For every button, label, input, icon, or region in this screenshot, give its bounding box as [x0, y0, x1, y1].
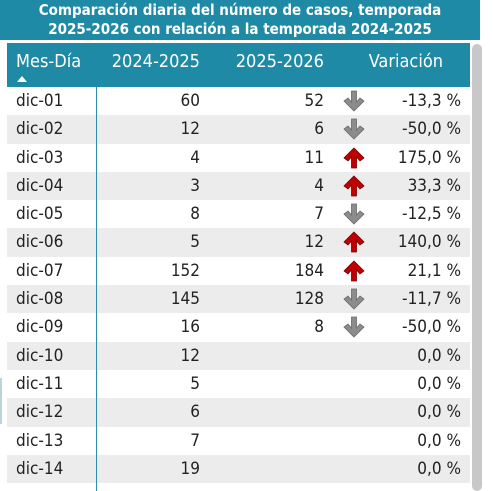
- cell-date: dic-03: [16, 147, 64, 168]
- table-body: dic-01 60 52 -13,3 % dic-02 12 6 -50,0 % dic-03 4…: [7, 87, 470, 484]
- cell-2025-2026: 128: [294, 289, 324, 310]
- cell-2024-2025: 3: [190, 175, 200, 196]
- scrollbar-thumb[interactable]: [472, 44, 482, 491]
- table-row: dic-11 5 0,0 %: [7, 370, 470, 398]
- cell-variacion: 0,0 %: [417, 458, 461, 479]
- cell-variacion: 0,0 %: [417, 373, 461, 394]
- arrow-down-icon: [343, 203, 365, 225]
- cell-2025-2026: 184: [294, 260, 324, 281]
- column-header-2024-2025[interactable]: 2024-2025: [111, 51, 200, 72]
- cell-variacion: 0,0 %: [417, 430, 461, 451]
- table-title: Comparación diaria del número de casos, …: [0, 0, 480, 40]
- cell-2024-2025: 152: [170, 260, 200, 281]
- cell-2025-2026: 6: [314, 119, 324, 140]
- table-row: dic-12 6 0,0 %: [7, 398, 470, 427]
- cell-date: dic-08: [16, 289, 64, 310]
- cell-variacion: -12,5 %: [402, 204, 461, 225]
- cell-date: dic-13: [16, 430, 64, 451]
- cell-date: dic-12: [16, 402, 64, 423]
- cell-date: dic-06: [16, 232, 64, 253]
- cell-date: dic-05: [16, 204, 64, 225]
- table-row: dic-10 12 0,0 %: [7, 341, 470, 370]
- cell-2024-2025: 145: [170, 289, 200, 310]
- cell-2024-2025: 12: [180, 119, 200, 140]
- cell-2024-2025: 19: [180, 458, 200, 479]
- cell-2024-2025: 4: [190, 147, 200, 168]
- table-row: dic-04 3 4 33,3 %: [7, 171, 470, 201]
- cell-2025-2026: 11: [304, 147, 324, 168]
- table-row: dic-03 4 11 175,0 %: [7, 144, 470, 172]
- table-row: dic-08 145 128 -11,7 %: [7, 285, 470, 314]
- title-line-2: 2025-2026 con relación a la temporada 20…: [48, 20, 432, 38]
- cell-variacion: 140,0 %: [397, 232, 461, 253]
- comparison-table: Mes-Día 2024-2025 2025-2026 Variación di…: [7, 43, 470, 484]
- cell-date: dic-09: [16, 317, 64, 338]
- cell-date: dic-02: [16, 119, 64, 140]
- table-row: dic-13 7 0,0 %: [7, 427, 470, 455]
- cell-variacion: 0,0 %: [417, 345, 461, 366]
- cell-2025-2026: 12: [304, 232, 324, 253]
- table-row: dic-01 60 52 -13,3 %: [7, 87, 470, 115]
- table-row: dic-09 16 8 -50,0 %: [7, 313, 470, 341]
- table-row: dic-02 12 6 -50,0 %: [7, 115, 470, 144]
- cell-variacion: 175,0 %: [397, 147, 461, 168]
- arrow-down-icon: [343, 118, 365, 140]
- column-divider: [96, 87, 97, 491]
- arrow-down-icon: [343, 288, 365, 310]
- cell-2024-2025: 5: [190, 232, 200, 253]
- cell-2024-2025: 7: [190, 430, 200, 451]
- cell-date: dic-01: [16, 91, 64, 111]
- cell-date: dic-07: [16, 260, 64, 281]
- cell-2025-2026: 7: [314, 204, 324, 225]
- cell-2024-2025: 16: [180, 317, 200, 338]
- cell-2025-2026: 8: [314, 317, 324, 338]
- cell-2025-2026: 4: [314, 175, 324, 196]
- cell-variacion: -50,0 %: [402, 317, 461, 338]
- sort-ascending-icon[interactable]: [17, 76, 27, 82]
- arrow-up-icon: [343, 231, 365, 253]
- title-line-1: Comparación diaria del número de casos, …: [38, 1, 442, 19]
- cell-date: dic-10: [16, 345, 64, 366]
- column-header-variacion[interactable]: Variación: [368, 51, 443, 72]
- column-header-date[interactable]: Mes-Día: [16, 51, 82, 72]
- cell-2024-2025: 60: [180, 91, 200, 111]
- cell-2025-2026: 52: [304, 91, 324, 111]
- cell-variacion: 33,3 %: [407, 175, 461, 196]
- cell-variacion: 0,0 %: [417, 402, 461, 423]
- arrow-up-icon: [343, 147, 365, 168]
- table-row: dic-07 152 184 21,1 %: [7, 257, 470, 285]
- table-row: dic-05 8 7 -12,5 %: [7, 200, 470, 228]
- arrow-down-icon: [343, 90, 365, 112]
- arrow-up-icon: [343, 175, 365, 197]
- arrow-down-icon: [343, 316, 365, 338]
- cell-2024-2025: 6: [190, 402, 200, 423]
- cell-2024-2025: 8: [190, 204, 200, 225]
- cell-2024-2025: 12: [180, 345, 200, 366]
- cell-variacion: -13,3 %: [402, 91, 461, 111]
- table-row: dic-14 19 0,0 %: [7, 454, 470, 484]
- table-header: Mes-Día 2024-2025 2025-2026 Variación: [7, 43, 470, 87]
- cell-date: dic-14: [16, 458, 64, 479]
- cell-date: dic-04: [16, 175, 64, 196]
- cell-2024-2025: 5: [190, 373, 200, 394]
- cell-variacion: -11,7 %: [402, 289, 461, 310]
- column-header-2025-2026[interactable]: 2025-2026: [235, 51, 324, 72]
- cell-variacion: -50,0 %: [402, 119, 461, 140]
- left-edge-marker: [0, 378, 2, 424]
- cell-variacion: 21,1 %: [407, 260, 461, 281]
- cell-date: dic-11: [16, 373, 64, 394]
- table-row: dic-06 5 12 140,0 %: [7, 228, 470, 257]
- arrow-up-icon: [343, 260, 365, 282]
